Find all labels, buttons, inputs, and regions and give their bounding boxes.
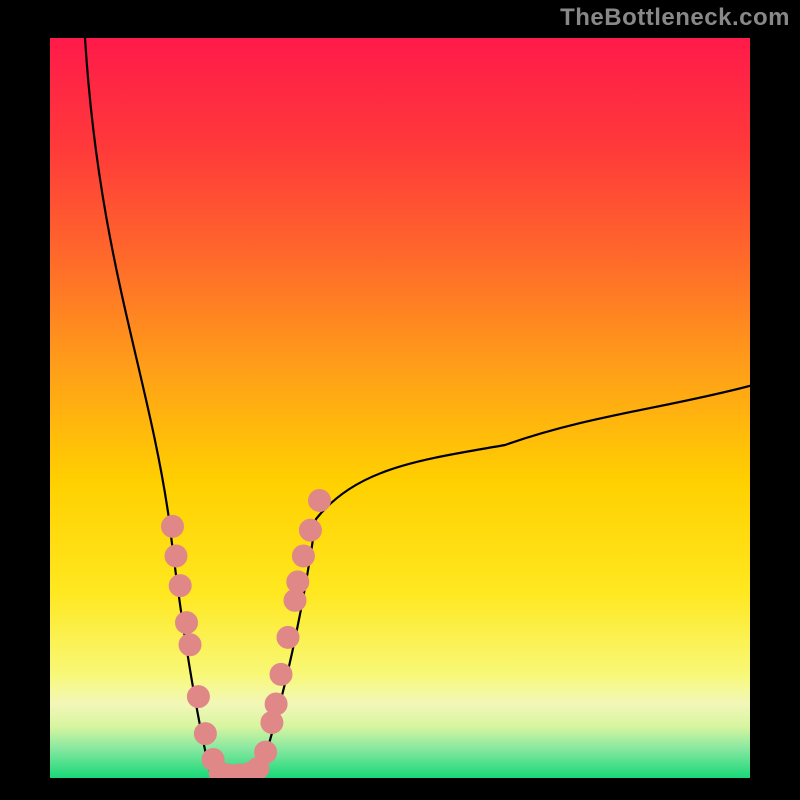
data-marker	[292, 545, 314, 567]
chart-frame: TheBottleneck.com	[0, 0, 800, 800]
data-marker	[255, 741, 277, 763]
data-marker	[299, 519, 321, 541]
data-marker	[287, 571, 309, 593]
data-marker	[179, 634, 201, 656]
data-marker	[194, 723, 216, 745]
data-marker	[169, 575, 191, 597]
data-marker	[265, 693, 287, 715]
data-marker	[309, 490, 331, 512]
data-marker	[162, 515, 184, 537]
plot-area	[50, 38, 750, 778]
data-marker	[277, 626, 299, 648]
plot-svg	[50, 38, 750, 778]
data-marker	[165, 545, 187, 567]
data-marker	[176, 612, 198, 634]
data-marker	[270, 663, 292, 685]
watermark-text: TheBottleneck.com	[560, 4, 790, 32]
data-marker	[187, 686, 209, 708]
